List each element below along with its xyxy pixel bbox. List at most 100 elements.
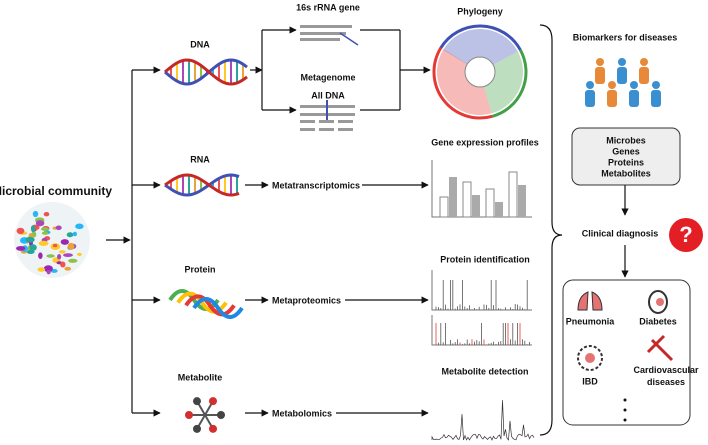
microbe — [35, 220, 45, 227]
person-body — [651, 90, 661, 107]
microbe — [77, 252, 82, 257]
microbe — [40, 227, 49, 231]
disease-label: Diabetes — [639, 316, 677, 326]
person-body — [629, 90, 639, 107]
read-fragment — [338, 128, 353, 131]
phylogeny-ring — [491, 49, 528, 118]
read-bar — [300, 38, 340, 41]
microbe — [67, 242, 75, 250]
person-head — [596, 58, 604, 66]
person-head — [630, 81, 638, 89]
phylogeny-ring — [432, 46, 493, 120]
protein-ribbon — [192, 297, 244, 319]
phylogeny-sector — [437, 49, 492, 116]
person-body — [585, 90, 595, 107]
expr-bar — [449, 177, 457, 217]
output-title: Gene expression profiles — [431, 137, 539, 147]
atom — [217, 411, 225, 419]
person-body — [607, 90, 617, 107]
strand — [164, 58, 248, 86]
microbe — [37, 267, 46, 272]
question-mark: ? — [679, 222, 692, 247]
primer — [339, 32, 359, 46]
microbe — [60, 261, 66, 268]
ellipsis-dot — [623, 418, 627, 422]
bracket — [539, 24, 563, 436]
molecule-label: DNA — [190, 39, 210, 49]
microbe — [41, 231, 49, 235]
biomarker-box — [571, 127, 681, 186]
person-head — [608, 81, 616, 89]
molecule-label: Protein — [184, 264, 215, 274]
expr-bar — [485, 188, 495, 218]
microbe — [46, 254, 55, 258]
disease-label: Cardiovascular diseases — [633, 365, 699, 387]
ellipsis-dot — [623, 398, 627, 402]
microbe — [38, 240, 49, 246]
expr-bar — [508, 171, 518, 218]
phylogeny-core — [464, 56, 496, 88]
output-title: Phylogeny — [457, 6, 503, 16]
strand — [164, 58, 248, 86]
microbe — [52, 244, 58, 248]
read-fragment — [300, 120, 315, 123]
person-head — [618, 58, 626, 66]
microbe — [26, 249, 35, 254]
disease-box — [562, 279, 691, 426]
expr-bar — [439, 196, 449, 218]
biomarker-item: Proteins — [608, 157, 644, 167]
microbe — [58, 250, 66, 254]
person-body — [595, 67, 605, 84]
biomarker-item: Microbes — [606, 135, 646, 145]
strand — [164, 173, 240, 197]
microbe — [30, 225, 36, 233]
kidney-core — [656, 298, 664, 306]
molecule-label: Metabolite — [178, 372, 223, 382]
microbe — [64, 266, 72, 271]
microbe — [60, 239, 69, 245]
microbe — [43, 265, 53, 273]
microbe — [68, 258, 78, 263]
branch-label: 16s rRNA gene — [296, 2, 360, 12]
microbe — [43, 211, 50, 217]
microbe — [72, 231, 77, 237]
lung-icon — [577, 291, 603, 311]
microbe — [32, 210, 39, 218]
person-body — [617, 67, 627, 84]
microbe — [25, 236, 35, 243]
method-label: Metatranscriptomics — [272, 180, 360, 190]
expr-bar — [462, 181, 472, 218]
read-bar — [300, 32, 346, 35]
output-title: Metabolite detection — [441, 366, 528, 376]
read-fragment — [319, 128, 334, 131]
person-head — [652, 81, 660, 89]
vessel-icon — [646, 334, 674, 362]
microbe — [16, 227, 25, 235]
ibd-core — [585, 353, 595, 363]
output-title: Protein identification — [440, 254, 530, 264]
atom — [209, 424, 218, 433]
question-badge — [669, 218, 703, 252]
atom — [192, 397, 201, 406]
microbe — [66, 232, 74, 238]
biomarkers-title: Biomarkers for diseases — [573, 32, 678, 42]
protein-ribbon — [184, 294, 236, 317]
person-head — [586, 81, 594, 89]
person-head — [640, 58, 648, 66]
microbe — [38, 252, 43, 260]
branch-label: Metagenome — [300, 72, 355, 82]
microbe — [75, 223, 84, 230]
microbe — [46, 269, 51, 275]
atom — [208, 397, 217, 406]
expr-bar — [472, 195, 480, 217]
atom — [193, 424, 202, 433]
biomarker-item: Metabolites — [601, 168, 651, 178]
microbe — [55, 225, 62, 231]
read-fragment — [300, 128, 315, 131]
phylogeny-sector — [443, 29, 518, 72]
read-bar — [300, 25, 352, 28]
strand — [164, 173, 240, 197]
chromatogram — [431, 400, 535, 441]
